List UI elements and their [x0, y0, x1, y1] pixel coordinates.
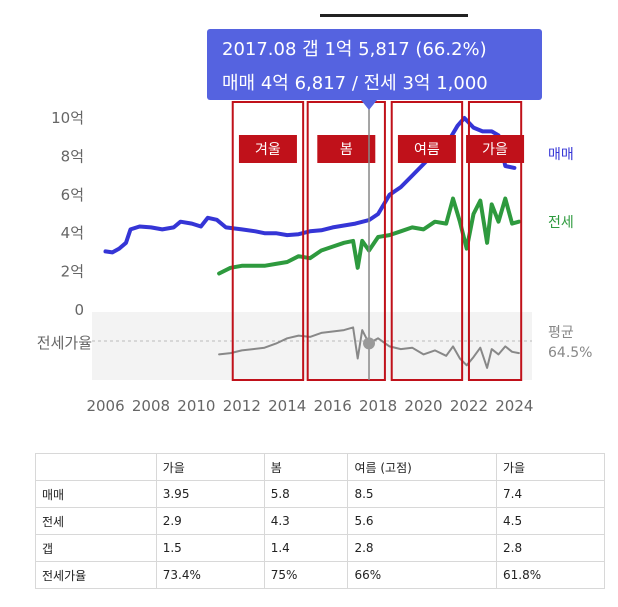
y-tick-label: 8억: [61, 147, 84, 165]
season-outline: [467, 101, 523, 381]
table-cell: 3.95: [155, 480, 265, 508]
table-cell: 8.5: [347, 480, 497, 508]
tab-indicator: [320, 14, 468, 17]
table-cell: 61.8%: [496, 561, 605, 589]
season-box: 봄: [306, 101, 386, 381]
x-tick-label: 2014: [268, 397, 306, 415]
season-summary-table: 가을 봄 여름 (고점) 가을 매매 3.95 5.8 8.5 7.4 전세 2…: [35, 453, 605, 589]
table-cell: 매매: [35, 480, 157, 508]
x-tick-label: 2020: [404, 397, 442, 415]
table-row: 갭 1.5 1.4 2.8 2.8: [35, 534, 605, 562]
table-row: 전세가율 73.4% 75% 66% 61.8%: [35, 561, 605, 589]
table-cell: 1.5: [155, 534, 265, 562]
table-cell: 2.9: [155, 507, 265, 535]
x-tick-label: 2008: [132, 397, 170, 415]
tooltip-pointer: [361, 100, 378, 110]
season-label: 겨울: [255, 142, 281, 158]
series-line-jeonse: [217, 196, 521, 276]
y-tick-label: 10억: [51, 109, 84, 127]
y-tick-label: 2억: [61, 263, 84, 281]
season-label-box: [466, 135, 525, 163]
season-label: 봄: [340, 142, 353, 158]
season-outline: [306, 101, 386, 381]
y-axis: 10억 8억 6억 4억 2억 0: [51, 109, 84, 319]
season-box: 겨울: [231, 101, 305, 381]
season-label: 여름: [414, 142, 440, 158]
table-header-cell: 가을: [155, 453, 265, 481]
jeonse-sale-chart: 10억 8억 6억 4억 2억 0 2006 2008 2010 2012 2014 2016 201…: [37, 14, 592, 415]
season-outline: [231, 101, 305, 381]
ratio-panel-label: 전세가율: [37, 334, 92, 352]
table-cell: 5.8: [263, 480, 349, 508]
table-cell: 전세: [35, 507, 157, 535]
table-cell: 5.6: [347, 507, 497, 535]
table-row: 매매 3.95 5.8 8.5 7.4: [35, 480, 605, 508]
table-cell: 66%: [347, 561, 497, 589]
tooltip-line-2: 매매 4억 6,817 / 전세 3억 1,000: [222, 73, 488, 94]
series-label-jeonse: 전세: [548, 215, 574, 231]
x-tick-label: 2022: [450, 397, 488, 415]
table-cell: 2.8: [496, 534, 605, 562]
table-cell: 1.4: [263, 534, 349, 562]
season-boxes: 겨울 봄 여름 가을: [231, 101, 525, 381]
table-cell: 4.5: [496, 507, 605, 535]
y-tick-label: 0: [74, 301, 84, 319]
table-cell: 73.4%: [155, 561, 265, 589]
x-tick-label: 2024: [495, 397, 533, 415]
tooltip-line-1: 2017.08 갭 1억 5,817 (66.2%): [222, 39, 487, 60]
x-tick-label: 2018: [359, 397, 397, 415]
season-label-box: [397, 135, 456, 163]
series-line-ratio: [218, 326, 520, 369]
table-cell: 4.3: [263, 507, 349, 535]
table-cell: 갭: [35, 534, 157, 562]
x-tick-label: 2010: [177, 397, 215, 415]
table-cell: 7.4: [496, 480, 605, 508]
table-cell: 2.8: [347, 534, 497, 562]
ratio-panel-background: [92, 312, 532, 380]
table-header-cell: 가을: [496, 453, 605, 481]
table-header-cell: 여름 (고점): [347, 453, 497, 481]
y-tick-label: 4억: [61, 224, 84, 242]
series-label-sale: 매매: [548, 147, 574, 163]
table-cell: 전세가율: [35, 561, 157, 589]
season-box: 여름: [390, 101, 464, 381]
season-label-box: [238, 135, 297, 163]
table-cell: 75%: [263, 561, 349, 589]
x-axis: 2006 2008 2010 2012 2014 2016 2018 2020 2022 2024: [86, 397, 533, 415]
x-tick-label: 2016: [314, 397, 352, 415]
average-value: 64.5%: [548, 345, 592, 361]
table-header-row: 가을 봄 여름 (고점) 가을: [35, 453, 605, 481]
season-label-box: [317, 135, 376, 163]
y-tick-label: 6억: [61, 186, 84, 204]
table-header-cell: [35, 453, 157, 481]
x-tick-label: 2006: [86, 397, 124, 415]
table-header-cell: 봄: [263, 453, 349, 481]
table-row: 전세 2.9 4.3 5.6 4.5: [35, 507, 605, 535]
tooltip: 2017.08 갭 1억 5,817 (66.2%) 매매 4억 6,817 /…: [207, 29, 542, 110]
x-tick-label: 2012: [223, 397, 261, 415]
season-label: 가을: [482, 142, 508, 158]
average-label: 평균: [548, 325, 574, 341]
season-outline: [390, 101, 464, 381]
tooltip-ratio-marker: [363, 337, 376, 350]
series-lines: [103, 116, 521, 369]
tooltip-box: [207, 29, 542, 100]
season-box: 가을: [466, 101, 525, 381]
series-line-sale: [103, 116, 517, 255]
